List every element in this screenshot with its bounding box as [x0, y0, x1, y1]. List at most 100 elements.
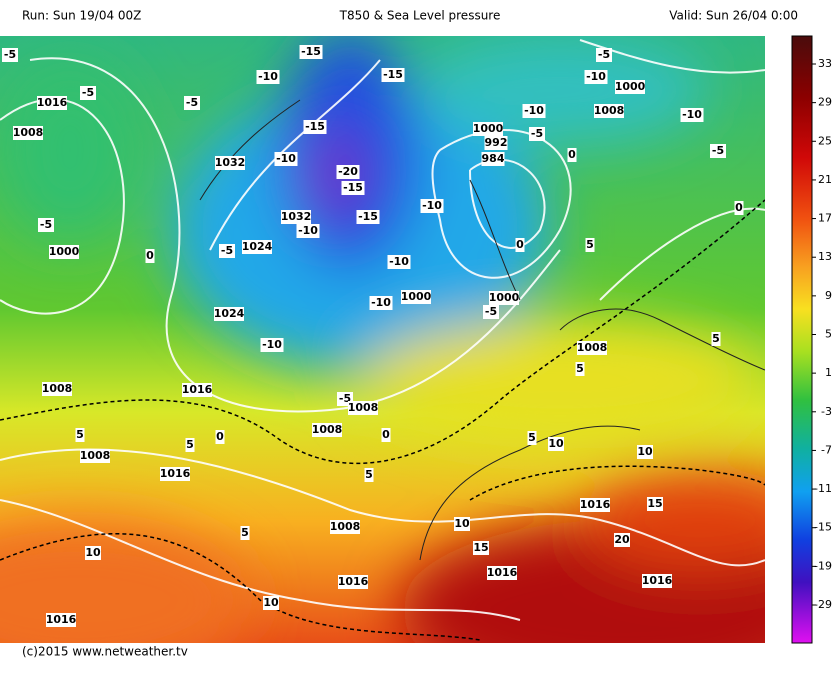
contour-label: 1016 [160, 467, 191, 481]
contour-label: -10 [680, 108, 704, 122]
contour-label-text: 1016 [182, 383, 213, 396]
contour-label-bg [281, 210, 311, 224]
contour-label: 0 [215, 430, 225, 444]
contour-label: 1016 [487, 566, 518, 580]
contour-label: 1016 [338, 575, 369, 589]
contour-label: 1008 [80, 449, 110, 463]
contour-label: 5 [711, 332, 721, 346]
contour-label-text: 0 [516, 238, 524, 251]
colorbar-tick-label: -29 [814, 598, 832, 611]
contour-label-bg [529, 127, 545, 141]
contour-label: -15 [303, 120, 327, 134]
contour-label-text: -10 [371, 296, 391, 309]
contour-label: -5 [596, 48, 612, 62]
contour-label-text: 1000 [401, 290, 432, 303]
contour-label-bg [577, 341, 607, 355]
contour-label-text: 1024 [214, 307, 245, 320]
contour-label: 1008 [577, 341, 608, 355]
contour-label-bg [387, 255, 411, 269]
contour-label: -5 [80, 86, 96, 100]
contour-label-text: -15 [305, 120, 325, 133]
contour-label-bg [296, 224, 320, 238]
contour-label-bg [2, 48, 18, 62]
contour-label: 1000 [49, 245, 80, 259]
contour-label: 0 [734, 201, 744, 215]
contour-label-text: 0 [146, 249, 154, 262]
contour-label: -10 [260, 338, 284, 352]
contour-label-bg [548, 437, 564, 451]
contour-label: 1008 [348, 401, 378, 415]
contour-label-text: -10 [524, 104, 544, 117]
contour-label-text: 1000 [473, 122, 504, 135]
contour-label-text: -10 [682, 108, 702, 121]
contour-label-bg [680, 108, 704, 122]
contour-label: 1000 [401, 290, 432, 304]
contour-label-bg [184, 96, 200, 110]
contour-label-text: 10 [85, 546, 101, 559]
contour-label: -10 [522, 104, 546, 118]
contour-label-text: 10 [548, 437, 564, 450]
map-title: T850 & Sea Level pressure [339, 9, 501, 23]
contour-label: 5 [527, 431, 537, 445]
contour-label-text: 1016 [580, 498, 611, 511]
contour-label: 1000 [615, 80, 646, 94]
contour-label-text: -5 [221, 244, 233, 257]
contour-label-text: 992 [485, 136, 508, 149]
contour-label-bg [484, 136, 508, 150]
contour-label-text: 5 [586, 238, 594, 251]
contour-label: -10 [256, 70, 280, 84]
contour-label-text: 1008 [330, 520, 361, 533]
contour-label-bg [483, 305, 499, 319]
contour-label-bg [585, 238, 595, 252]
contour-label-bg [381, 428, 391, 442]
contour-label-bg [734, 201, 744, 215]
colorbar-ticks: 33 29 25 21 17 13 9 5 1 -3 -7 -11 -15 -19 -29 [812, 57, 832, 611]
contour-label-bg [80, 86, 96, 100]
contour-label-text: 1032 [215, 156, 246, 169]
contour-label-bg [38, 218, 54, 232]
contour-label-text: 1016 [642, 574, 673, 587]
contour-label: -10 [420, 199, 444, 213]
contour-label: -20 [336, 165, 360, 179]
contour-label: -5 [529, 127, 545, 141]
contour-label: -10 [387, 255, 411, 269]
contour-label-text: -5 [598, 48, 610, 61]
contour-label-text: 20 [614, 533, 630, 546]
contour-label-bg [341, 181, 365, 195]
contour-label-text: 1016 [46, 613, 77, 626]
footer: (c)2015 www.netweather.tv [22, 645, 188, 659]
contour-label-bg [487, 566, 517, 580]
contour-label-text: 1000 [489, 291, 520, 304]
contour-label: 1016 [642, 574, 673, 588]
contour-label-bg [182, 383, 212, 397]
contour-label-text: 1032 [281, 210, 312, 223]
contour-label-bg [584, 70, 608, 84]
contour-label-text: -5 [40, 218, 52, 231]
contour-label-bg [381, 68, 405, 82]
contour-label-text: 0 [568, 148, 576, 161]
contour-label-bg [527, 431, 537, 445]
contour-label-text: 0 [382, 428, 390, 441]
contour-label: 1008 [42, 382, 73, 396]
colorbar-tick-label: -7 [821, 443, 832, 456]
contour-label-text: 1008 [577, 341, 608, 354]
contour-label: 1032 [215, 156, 246, 170]
colorbar-tick-label: -15 [814, 521, 832, 534]
contour-label: 1000 [489, 291, 520, 305]
contour-label-bg [215, 156, 245, 170]
colorbar-tick-label: 1 [825, 366, 832, 379]
contour-label-text: -10 [586, 70, 606, 83]
contour-label-bg [364, 468, 374, 482]
contour-label-bg [711, 332, 721, 346]
contour-label-text: 1008 [42, 382, 73, 395]
contour-label-text: -15 [383, 68, 403, 81]
contour-label: 0 [145, 249, 155, 263]
contour-label-bg [580, 498, 610, 512]
contour-label-text: -10 [258, 70, 278, 83]
contour-label: 1024 [214, 307, 245, 321]
colorbar-tick-label: 5 [825, 328, 832, 341]
contour-label-bg [567, 148, 577, 162]
contour-label-bg [336, 165, 360, 179]
